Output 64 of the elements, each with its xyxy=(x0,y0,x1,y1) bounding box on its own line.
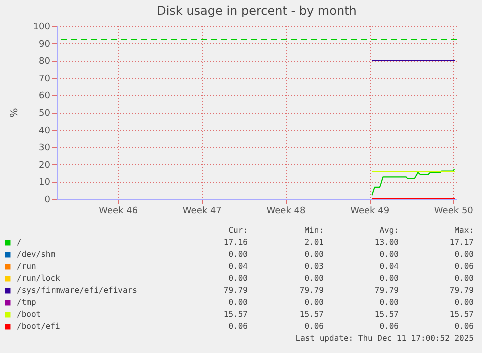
legend-label: /run/lock xyxy=(17,274,61,283)
text: 0.06 xyxy=(228,322,248,331)
text: 79.79 xyxy=(224,286,248,295)
text: 15.57 xyxy=(300,310,324,319)
text: 0.00 xyxy=(228,250,248,259)
text: 0.04 xyxy=(380,262,400,271)
legend-label: / xyxy=(17,238,22,247)
y-tick-label: 80 xyxy=(39,57,51,68)
y-tick-label: 20 xyxy=(39,160,51,171)
y-tick-label: 100 xyxy=(33,22,51,32)
text: 15.57 xyxy=(224,310,248,319)
text: 0.06 xyxy=(380,322,400,331)
y-tick-label: 50 xyxy=(39,109,51,119)
chart-title: Disk usage in percent - by month xyxy=(157,4,357,18)
text: 0.00 xyxy=(380,274,400,283)
x-tick-label: Week 49 xyxy=(350,206,390,216)
x-tick-label: Week 50 xyxy=(434,206,474,216)
text: 0.00 xyxy=(304,298,324,307)
text: 17.17 xyxy=(450,238,474,247)
text: Cur: xyxy=(228,226,248,235)
text: 13.00 xyxy=(374,238,400,247)
y-tick-label: 90 xyxy=(39,40,51,50)
text: Max: xyxy=(454,226,474,235)
text: 0.00 xyxy=(304,274,324,283)
text: 17.16 xyxy=(224,238,248,247)
text: 0.00 xyxy=(454,274,474,283)
legend-label: /tmp xyxy=(17,298,36,307)
x-tick-label: Week 46 xyxy=(99,206,138,216)
text: Min: xyxy=(304,226,324,235)
y-axis-title: % xyxy=(9,108,20,118)
x-tick-label: Week 47 xyxy=(182,206,222,216)
text: 0.06 xyxy=(304,322,324,331)
text: 0.00 xyxy=(228,274,248,283)
text: 79.79 xyxy=(450,286,474,295)
text: Avg: xyxy=(380,226,399,235)
y-tick-label: 30 xyxy=(39,144,51,154)
legend-label: /dev/shm xyxy=(17,250,56,259)
legend-label: /boot/efi xyxy=(17,322,61,331)
y-tick-label: 0 xyxy=(44,196,51,206)
text: 0.00 xyxy=(380,298,400,307)
x-tick-label: Week 48 xyxy=(266,206,306,216)
text: 15.57 xyxy=(374,310,400,319)
text: 79.79 xyxy=(374,286,400,295)
text: 0.04 xyxy=(228,262,248,271)
y-tick-label: 70 xyxy=(39,74,51,84)
text: 0.06 xyxy=(454,322,474,331)
legend-label: /sys/firmware/efi/efivars xyxy=(17,286,138,295)
legend-label: /run xyxy=(17,262,36,271)
text: Last update: Thu Dec 11 17:00:52 2025 xyxy=(296,334,474,343)
legend-label: /boot xyxy=(17,310,42,319)
text: 0.06 xyxy=(454,262,474,271)
text: 0.00 xyxy=(304,250,324,259)
text: 2.01 xyxy=(304,238,324,247)
y-tick-label: 10 xyxy=(39,178,51,188)
text: 15.57 xyxy=(450,310,474,319)
text: 0.03 xyxy=(304,262,324,271)
y-tick-label: 60 xyxy=(39,92,51,102)
y-tick-label: 40 xyxy=(39,126,51,136)
text: 0.00 xyxy=(454,298,474,307)
text: 79.79 xyxy=(300,286,324,295)
text: 0.00 xyxy=(454,250,474,259)
text: 0.00 xyxy=(228,298,248,307)
text: 0.00 xyxy=(380,250,400,259)
line-series xyxy=(372,168,456,196)
